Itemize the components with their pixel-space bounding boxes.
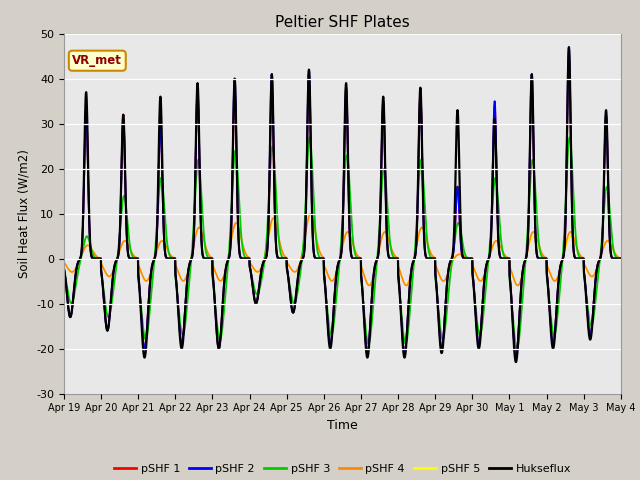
Y-axis label: Soil Heat Flux (W/m2): Soil Heat Flux (W/m2) [17,149,31,278]
pSHF 2 [512,355,520,360]
pSHF 3 [513,346,521,351]
pSHF 3 [584,303,591,309]
pSHF 2 [504,256,512,262]
pSHF 1 [504,256,512,262]
Line: pSHF 5: pSHF 5 [64,214,621,286]
pSHF 5 [514,283,522,288]
Line: pSHF 3: pSHF 3 [64,137,621,348]
Legend: pSHF 1, pSHF 2, pSHF 3, pSHF 4, pSHF 5, Hukseflux: pSHF 1, pSHF 2, pSHF 3, pSHF 4, pSHF 5, … [109,459,575,478]
Hukseflux [371,265,378,271]
pSHF 1 [584,311,591,317]
pSHF 1 [617,256,625,262]
pSHF 2 [584,311,591,317]
pSHF 2 [617,256,625,262]
pSHF 4 [216,277,223,283]
pSHF 3 [216,336,223,342]
pSHF 3 [568,162,576,168]
pSHF 5 [371,268,379,274]
Hukseflux [358,288,366,294]
pSHF 1 [512,355,520,360]
Line: pSHF 2: pSHF 2 [64,47,621,358]
Hukseflux [584,314,591,320]
pSHF 2 [568,206,576,212]
pSHF 1 [216,345,223,351]
pSHF 3 [359,292,367,298]
pSHF 4 [307,211,314,216]
Hukseflux [617,256,625,262]
Text: VR_met: VR_met [72,54,122,67]
pSHF 3 [60,267,68,273]
pSHF 2 [358,287,366,292]
pSHF 5 [504,255,512,261]
pSHF 4 [359,268,367,274]
pSHF 4 [505,255,513,261]
pSHF 3 [371,285,379,291]
Hukseflux [60,265,68,271]
pSHF 3 [504,256,512,262]
Hukseflux [565,44,573,50]
Hukseflux [504,256,512,262]
pSHF 2 [216,345,223,351]
pSHF 5 [307,211,314,216]
pSHF 4 [617,255,625,261]
pSHF 5 [568,235,576,240]
pSHF 1 [568,208,576,214]
pSHF 4 [60,260,68,265]
pSHF 5 [359,268,367,274]
pSHF 5 [60,260,68,265]
Hukseflux [568,206,576,212]
pSHF 4 [584,268,591,274]
pSHF 4 [365,283,373,288]
pSHF 1 [371,265,378,271]
pSHF 1 [565,53,573,59]
pSHF 4 [371,266,379,272]
Hukseflux [512,359,520,365]
pSHF 4 [568,230,576,236]
Line: pSHF 1: pSHF 1 [64,56,621,358]
X-axis label: Time: Time [327,419,358,432]
Title: Peltier SHF Plates: Peltier SHF Plates [275,15,410,30]
pSHF 1 [358,287,366,292]
pSHF 2 [371,265,378,271]
pSHF 5 [617,255,625,261]
pSHF 5 [584,268,591,274]
pSHF 2 [565,44,573,50]
Line: Hukseflux: Hukseflux [64,47,621,362]
pSHF 2 [60,265,68,271]
Line: pSHF 4: pSHF 4 [64,214,621,286]
pSHF 3 [617,256,625,262]
pSHF 5 [216,277,223,283]
Hukseflux [216,345,223,351]
pSHF 3 [306,134,314,140]
pSHF 1 [60,265,68,271]
